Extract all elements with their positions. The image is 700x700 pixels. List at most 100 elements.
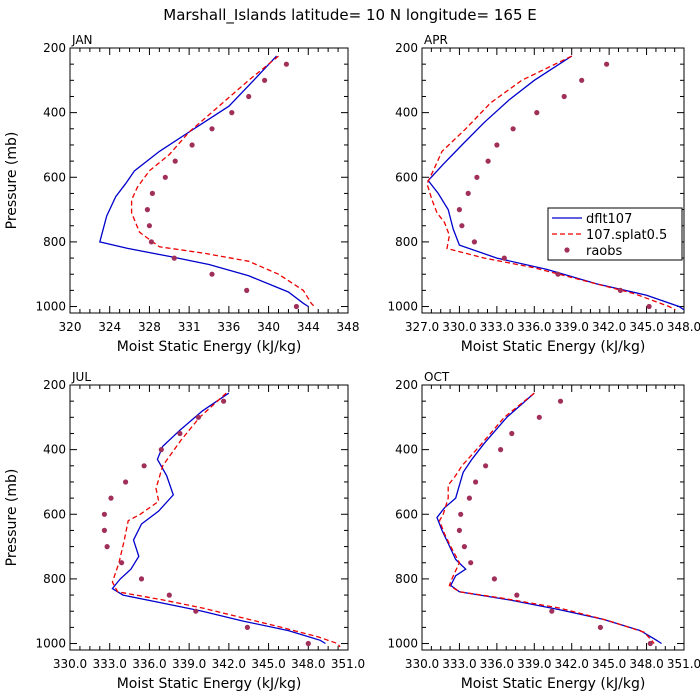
legend-label-2: raobs (586, 244, 623, 259)
x-tick-label-oct: 330.0 (405, 657, 439, 671)
y-tick-label-jul: 800 (43, 572, 66, 586)
x-tick-label-jan: 340 (257, 320, 280, 334)
raob-point-jan (148, 239, 154, 245)
series-line-splat-apr (426, 55, 676, 311)
x-tick-label-apr: 330.0 (442, 320, 476, 334)
raob-point-jul (221, 398, 227, 404)
raob-point-jul (193, 608, 199, 614)
x-axis-label-jan: Moist Static Energy (kJ/kg) (117, 339, 302, 355)
legend-label-0: dflt107 (586, 212, 632, 227)
y-tick-label-oct: 200 (395, 378, 418, 392)
legend-label-1: 107.splat0.5 (586, 228, 667, 243)
raob-point-jul (141, 463, 147, 469)
x-tick-label-oct: 351.0 (667, 657, 700, 671)
y-tick-label-apr: 200 (395, 41, 418, 55)
y-tick-label-jul: 600 (43, 507, 66, 521)
raob-point-oct (456, 527, 462, 534)
raob-point-jul (195, 414, 201, 420)
raob-point-jul (244, 624, 250, 631)
raob-point-apr (555, 271, 561, 277)
x-axis-label-apr: Moist Static Energy (kJ/kg) (461, 339, 646, 355)
x-tick-label-apr: 333.0 (480, 320, 514, 334)
y-axis-label-jan: Pressure (mb) (4, 132, 20, 230)
raob-point-jan (172, 158, 178, 164)
raob-point-oct (491, 576, 497, 582)
y-tick-label-jan: 600 (43, 170, 66, 184)
series-line-dflt107-oct (436, 392, 662, 645)
x-tick-label-jan: 348 (337, 320, 360, 334)
raob-point-jan (229, 110, 235, 116)
x-axis-label-jul: Moist Static Energy (kJ/kg) (117, 676, 302, 692)
raob-point-apr (534, 110, 540, 116)
raob-point-jan (244, 287, 250, 293)
raob-point-oct (473, 479, 479, 485)
raob-point-apr (561, 93, 567, 100)
y-tick-label-oct: 1000 (387, 637, 418, 651)
raob-point-apr (485, 158, 491, 164)
raob-point-oct (597, 624, 604, 631)
x-tick-label-oct: 345.0 (592, 657, 626, 671)
x-tick-label-apr: 327.0 (405, 320, 439, 334)
series-line-splat-oct (438, 392, 655, 644)
x-tick-label-jul: 348.0 (291, 657, 325, 671)
raob-point-oct (647, 640, 653, 647)
panel-label-jul: JUL (71, 370, 91, 384)
x-tick-label-oct: 342.0 (555, 657, 589, 671)
raob-point-oct (536, 414, 542, 420)
raob-point-oct (458, 511, 464, 517)
y-tick-label-jan: 800 (43, 235, 66, 249)
y-tick-label-jan: 400 (43, 106, 66, 120)
x-tick-label-jul: 342.0 (212, 657, 246, 671)
x-tick-label-oct: 336.0 (480, 657, 514, 671)
series-line-dflt107-apr (427, 55, 685, 311)
raob-point-jul (177, 430, 183, 437)
raob-point-jul (138, 576, 145, 582)
y-tick-label-jan: 200 (43, 41, 66, 55)
y-tick-label-apr: 800 (395, 235, 418, 249)
raob-point-oct (483, 463, 489, 469)
x-tick-label-jul: 339.0 (172, 657, 206, 671)
y-tick-label-apr: 400 (395, 106, 418, 120)
series-line-splat-jan (130, 55, 315, 307)
x-tick-label-apr: 342.0 (592, 320, 626, 334)
raob-point-oct (461, 544, 467, 550)
raob-point-apr (501, 255, 507, 261)
y-tick-label-oct: 400 (395, 443, 418, 457)
raob-point-apr (465, 190, 471, 196)
y-axis-label-jul: Pressure (mb) (4, 469, 20, 567)
raob-point-oct (466, 495, 472, 501)
raob-point-jan (189, 142, 195, 148)
legend-swatch-raobs (564, 247, 570, 253)
panel-label-apr: APR (424, 33, 448, 47)
y-tick-label-apr: 1000 (387, 300, 418, 314)
x-tick-label-oct: 348.0 (629, 657, 663, 671)
raob-point-apr (646, 303, 652, 310)
raob-point-jan (293, 303, 299, 310)
panel-label-jan: JAN (71, 33, 93, 47)
x-tick-label-jan: 320 (59, 320, 82, 334)
x-tick-label-jul: 333.0 (93, 657, 127, 671)
x-tick-label-jul: 351.0 (331, 657, 365, 671)
raob-point-oct (514, 592, 520, 598)
raob-point-jan (171, 255, 177, 261)
y-tick-label-jan: 1000 (35, 300, 66, 314)
raob-point-jan (283, 61, 289, 67)
x-tick-label-jan: 336 (217, 320, 240, 334)
x-tick-label-jul: 336.0 (132, 657, 166, 671)
panel-label-oct: OCT (424, 370, 450, 384)
x-tick-label-apr: 345.0 (629, 320, 663, 334)
x-tick-label-jan: 331 (178, 320, 201, 334)
y-tick-label-jul: 200 (43, 378, 66, 392)
x-tick-label-jan: 328 (138, 320, 161, 334)
y-tick-label-apr: 600 (395, 170, 418, 184)
x-tick-label-oct: 333.0 (442, 657, 476, 671)
x-tick-label-oct: 339.0 (517, 657, 551, 671)
raob-point-jan (209, 271, 215, 277)
series-line-dflt107-jul (111, 392, 326, 645)
y-tick-label-jul: 1000 (35, 637, 66, 651)
raob-point-jul (108, 495, 114, 501)
raob-point-jan (262, 77, 268, 83)
x-tick-label-jul: 330.0 (53, 657, 87, 671)
